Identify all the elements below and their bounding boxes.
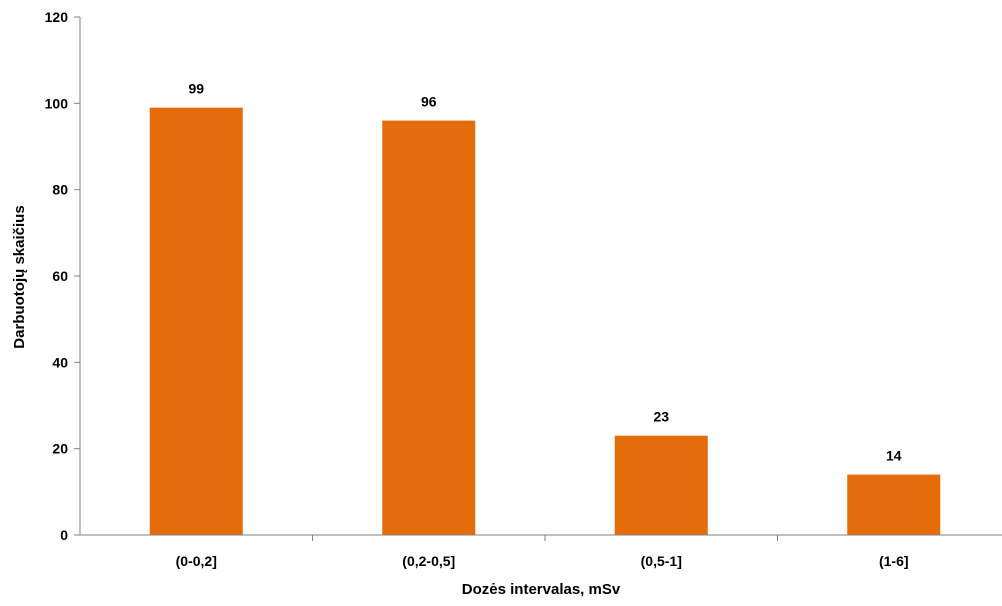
y-axis-title: Darbuotojų skaičius [11,205,28,348]
bar [847,474,941,535]
bar [614,435,708,535]
x-tick-label: (0,5-1] [641,553,682,569]
data-label: 96 [421,94,437,110]
data-label: 99 [188,81,204,97]
x-axis-title: Dozės intervalas, mSv [462,581,621,598]
y-axis-ticks: 0 20 40 60 80 100 120 [45,9,80,543]
x-tick-label: (0-0,2] [176,553,217,569]
data-labels-group: 99 96 23 14 [188,81,901,464]
y-tick-label: 80 [52,182,68,198]
y-tick-label: 40 [52,354,68,370]
x-tick-label: (1-6] [879,553,909,569]
data-label: 23 [653,409,669,425]
data-label: 14 [886,448,902,464]
y-tick-label: 0 [60,527,68,543]
x-axis-ticks: (0-0,2] (0,2-0,5] (0,5-1] (1-6] [176,535,909,569]
y-tick-label: 100 [45,95,69,111]
x-tick-label: (0,2-0,5] [402,553,455,569]
bar [382,120,476,535]
bar [149,107,243,536]
y-tick-label: 20 [52,441,68,457]
y-tick-label: 120 [45,9,69,25]
y-tick-label: 60 [52,268,68,284]
bars-group [149,107,941,536]
